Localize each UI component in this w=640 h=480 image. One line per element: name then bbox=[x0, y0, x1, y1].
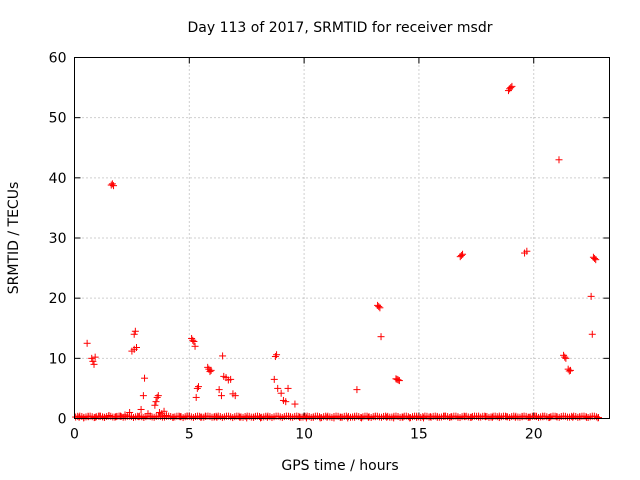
y-tick-label: 30 bbox=[49, 231, 67, 247]
data-point bbox=[189, 336, 197, 344]
data-point bbox=[154, 392, 162, 400]
x-tick-label: 20 bbox=[525, 427, 543, 443]
data-point bbox=[277, 389, 285, 397]
data-point bbox=[592, 256, 600, 264]
data-point bbox=[141, 374, 149, 382]
data-point bbox=[377, 333, 385, 341]
data-point bbox=[190, 337, 198, 345]
data-point bbox=[137, 405, 145, 413]
data-point bbox=[566, 366, 574, 374]
data-point bbox=[131, 327, 139, 335]
data-point bbox=[151, 401, 159, 409]
y-tick-label: 50 bbox=[49, 111, 67, 127]
data-point bbox=[555, 156, 563, 164]
data-point bbox=[83, 339, 91, 347]
data-points bbox=[72, 82, 602, 422]
plot-frame bbox=[74, 57, 610, 419]
data-point bbox=[219, 352, 227, 360]
data-point bbox=[457, 251, 465, 259]
data-point bbox=[291, 400, 299, 408]
data-point bbox=[139, 392, 147, 400]
data-point bbox=[588, 330, 596, 338]
data-point bbox=[193, 384, 201, 392]
y-tick-label: 40 bbox=[49, 171, 67, 187]
data-point bbox=[89, 357, 97, 365]
axis-ticks: 0 5 10 15 20 0 10 20 30 40 50 60 bbox=[49, 51, 610, 443]
data-point bbox=[231, 392, 239, 400]
data-point bbox=[194, 383, 202, 391]
data-point bbox=[152, 398, 160, 406]
x-axis-label: GPS time / hours bbox=[281, 458, 398, 474]
data-point bbox=[110, 182, 118, 190]
data-point bbox=[523, 247, 531, 255]
data-point bbox=[204, 363, 212, 371]
chart-title: Day 113 of 2017, SRMTID for receiver msd… bbox=[188, 20, 493, 36]
data-point bbox=[459, 250, 467, 258]
data-point bbox=[562, 354, 570, 362]
data-point bbox=[108, 180, 116, 188]
data-point bbox=[284, 384, 292, 392]
data-point bbox=[561, 353, 569, 361]
data-point bbox=[282, 398, 290, 406]
data-point bbox=[227, 375, 235, 383]
data-point bbox=[507, 84, 515, 92]
data-point bbox=[132, 344, 140, 352]
data-point bbox=[395, 377, 403, 385]
x-tick-label: 10 bbox=[295, 427, 313, 443]
data-point bbox=[353, 386, 361, 394]
data-point bbox=[271, 353, 279, 361]
data-point bbox=[270, 375, 278, 383]
y-tick-label: 10 bbox=[49, 351, 67, 367]
data-point bbox=[587, 292, 595, 300]
x-tick-label: 15 bbox=[410, 427, 428, 443]
x-tick-label: 0 bbox=[70, 427, 79, 443]
data-point bbox=[153, 393, 161, 401]
data-point bbox=[207, 366, 215, 374]
data-point bbox=[130, 330, 138, 338]
data-point bbox=[375, 303, 383, 311]
data-point bbox=[591, 254, 599, 262]
data-point bbox=[376, 304, 384, 312]
y-tick-label: 20 bbox=[49, 291, 67, 307]
data-point bbox=[206, 368, 214, 376]
data-point bbox=[274, 384, 282, 392]
data-point bbox=[273, 351, 281, 359]
y-axis-label: SRMTID / TECUs bbox=[6, 182, 22, 295]
data-point bbox=[394, 376, 402, 384]
data-point bbox=[191, 342, 199, 350]
y-tick-label: 0 bbox=[58, 412, 67, 428]
data-point bbox=[88, 354, 96, 362]
data-point bbox=[508, 82, 516, 90]
data-point bbox=[90, 360, 98, 368]
grid-lines bbox=[74, 57, 610, 419]
data-point bbox=[217, 392, 225, 400]
data-point bbox=[256, 414, 264, 422]
data-point bbox=[192, 393, 200, 401]
data-point bbox=[565, 367, 573, 375]
data-point-baseline bbox=[594, 413, 602, 421]
data-point bbox=[215, 386, 223, 394]
x-tick-label: 5 bbox=[185, 427, 194, 443]
y-tick-label: 60 bbox=[49, 51, 67, 67]
data-point bbox=[91, 353, 99, 361]
